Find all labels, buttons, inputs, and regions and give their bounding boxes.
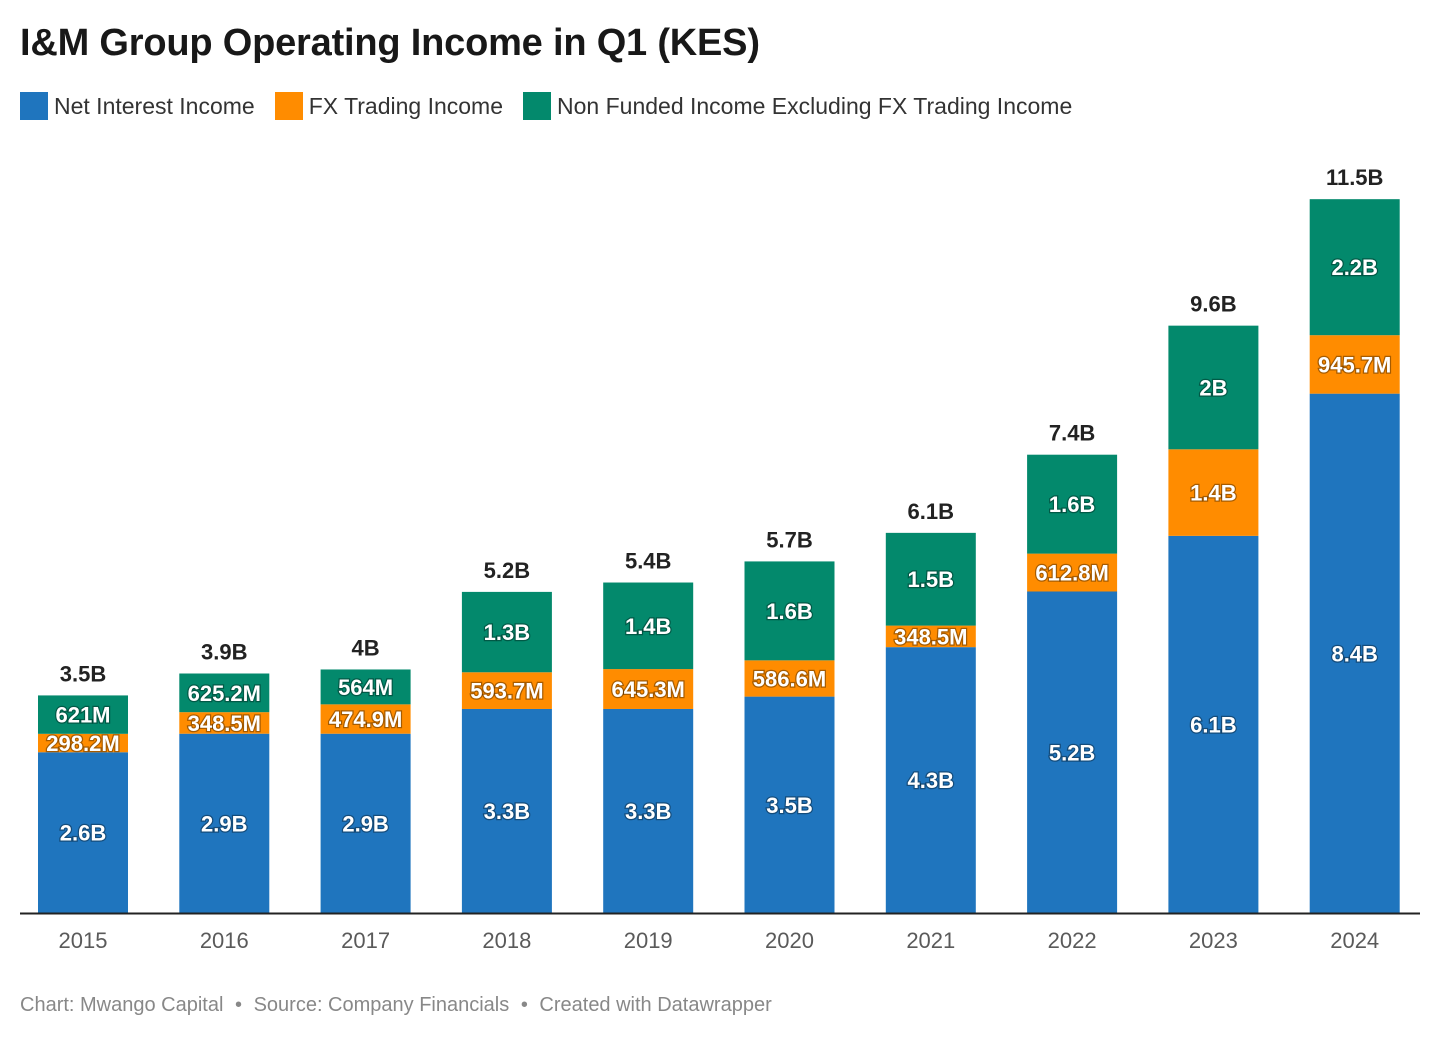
legend-swatch-net-interest-income [20,92,48,120]
data-label-fx-trading-income-2015: 298.2M [46,731,119,756]
data-label-fx-trading-income-2018: 593.7M [470,679,543,704]
footer-source: Source: Company Financials [253,994,510,1016]
bar-segment-fx-trading-income-2016 [179,712,270,734]
x-tick-label-2024: 2024 [1330,928,1379,953]
legend-item-fx-trading-income: FX Trading Income [274,92,504,120]
data-label-non-funded-income-excluding-fx-trading-income-2019: 1.4B [625,614,671,639]
total-label-2018: 5.2B [484,558,530,583]
bar-segment-fx-trading-income-2019 [603,669,694,709]
data-label-net-interest-income-2021: 4.3B [908,768,954,793]
total-label-2020: 5.7B [766,527,812,552]
legend-item-net-interest-income: Net Interest Income [20,92,255,120]
bar-segment-net-interest-income-2016 [179,733,270,913]
bar-segment-net-interest-income-2024 [1309,393,1400,913]
data-label-net-interest-income-2016: 2.9B [201,811,247,836]
footer-separator: • [520,994,528,1016]
total-label-2019: 5.4B [625,549,671,574]
total-label-2017: 4B [352,635,380,660]
bar-segment-net-interest-income-2022 [1027,591,1118,913]
x-tick-label-2016: 2016 [200,928,249,953]
data-label-non-funded-income-excluding-fx-trading-income-2018: 1.3B [484,620,530,645]
data-label-fx-trading-income-2022: 612.8M [1035,561,1108,586]
bar-segment-non-funded-income-excluding-fx-trading-income-2021 [885,532,976,626]
footer-separator: • [235,994,243,1016]
data-label-net-interest-income-2019: 3.3B [625,799,671,824]
total-label-2023: 9.6B [1190,292,1236,317]
bar-segment-fx-trading-income-2021 [885,625,976,648]
data-label-net-interest-income-2018: 3.3B [484,799,530,824]
data-label-non-funded-income-excluding-fx-trading-income-2017: 564M [338,675,393,700]
chart-legend: Net Interest Income FX Trading Income No… [20,92,1092,120]
bar-segment-net-interest-income-2019 [603,708,694,913]
data-label-fx-trading-income-2017: 474.9M [329,707,402,732]
legend-swatch-non-funded-income [523,92,552,120]
total-label-2022: 7.4B [1049,421,1095,446]
data-label-fx-trading-income-2016: 348.5M [188,711,261,736]
total-label-2021: 6.1B [908,499,954,524]
data-label-net-interest-income-2020: 3.5B [766,793,812,818]
data-label-net-interest-income-2022: 5.2B [1049,740,1095,765]
data-label-fx-trading-income-2024: 945.7M [1318,352,1391,377]
data-label-non-funded-income-excluding-fx-trading-income-2023: 2B [1199,375,1227,400]
bar-segment-non-funded-income-excluding-fx-trading-income-2017 [320,669,411,705]
bar-segment-net-interest-income-2021 [885,647,976,913]
data-label-fx-trading-income-2020: 586.6M [753,666,826,691]
legend-label-non-funded-income: Non Funded Income Excluding FX Trading I… [557,92,1073,119]
data-label-net-interest-income-2017: 2.9B [342,811,388,836]
x-tick-label-2019: 2019 [624,928,673,953]
bar-segment-non-funded-income-excluding-fx-trading-income-2016 [179,673,270,713]
x-tick-label-2023: 2023 [1189,928,1238,953]
bar-segment-non-funded-income-excluding-fx-trading-income-2024 [1309,199,1400,336]
bar-segment-fx-trading-income-2024 [1309,335,1400,394]
x-tick-label-2017: 2017 [341,928,390,953]
bar-segment-non-funded-income-excluding-fx-trading-income-2020 [744,561,835,661]
x-tick-label-2020: 2020 [765,928,814,953]
data-label-net-interest-income-2024: 8.4B [1331,641,1377,666]
data-label-non-funded-income-excluding-fx-trading-income-2020: 1.6B [766,599,812,624]
data-label-non-funded-income-excluding-fx-trading-income-2015: 621M [55,703,110,728]
stacked-bar-chart: 2.6B 298.2M 621M 3.5B 2015 2.9B 348.5M 625.2M 3.… [20,165,1420,953]
data-label-non-funded-income-excluding-fx-trading-income-2016: 625.2M [188,681,261,706]
bar-segment-fx-trading-income-2020 [744,660,835,697]
data-label-non-funded-income-excluding-fx-trading-income-2022: 1.6B [1049,492,1095,517]
footer-created-with: Created with Datawrapper [539,994,772,1016]
chart-title: I&M Group Operating Income in Q1 (KES) [20,22,760,64]
bar-segment-net-interest-income-2017 [320,733,411,913]
x-tick-label-2015: 2015 [59,928,108,953]
data-label-non-funded-income-excluding-fx-trading-income-2024: 2.2B [1331,255,1377,280]
footer-chart-credit: Chart: Mwango Capital [20,994,224,1016]
legend-label-net-interest-income: Net Interest Income [54,92,255,119]
bar-segment-non-funded-income-excluding-fx-trading-income-2015 [38,695,128,734]
bar-segment-fx-trading-income-2015 [38,733,128,753]
legend-label-fx-trading-income: FX Trading Income [308,92,504,119]
bar-segment-fx-trading-income-2017 [320,704,411,734]
bar-segment-non-funded-income-excluding-fx-trading-income-2018 [461,591,552,673]
x-tick-label-2021: 2021 [906,928,955,953]
total-label-2024: 11.5B [1326,165,1384,190]
data-label-fx-trading-income-2019: 645.3M [612,677,685,702]
bar-segment-fx-trading-income-2023 [1168,449,1259,536]
data-label-net-interest-income-2015: 2.6B [60,821,106,846]
chart-footer: Chart: Mwango Capital • Source: Company … [20,994,772,1017]
x-tick-label-2022: 2022 [1048,928,1097,953]
bar-segment-fx-trading-income-2022 [1027,553,1118,592]
x-tick-label-2018: 2018 [482,928,531,953]
bar-segment-non-funded-income-excluding-fx-trading-income-2019 [603,582,694,670]
bar-segment-net-interest-income-2023 [1168,535,1259,913]
legend-swatch-fx-trading-income [274,92,303,120]
total-label-2015: 3.5B [60,661,106,686]
data-label-non-funded-income-excluding-fx-trading-income-2021: 1.5B [908,567,954,592]
total-label-2016: 3.9B [201,640,247,665]
bar-segment-non-funded-income-excluding-fx-trading-income-2023 [1168,325,1259,450]
bar-segment-net-interest-income-2018 [461,708,552,913]
bar-segment-net-interest-income-2015 [38,752,128,913]
bar-segment-non-funded-income-excluding-fx-trading-income-2022 [1027,454,1118,554]
data-label-fx-trading-income-2023: 1.4B [1190,481,1236,506]
bar-segment-net-interest-income-2020 [744,696,835,913]
data-label-fx-trading-income-2021: 348.5M [894,624,967,649]
bar-segment-fx-trading-income-2018 [461,672,552,709]
legend-item-non-funded-income: Non Funded Income Excluding FX Trading I… [523,92,1072,120]
data-label-net-interest-income-2023: 6.1B [1190,712,1236,737]
